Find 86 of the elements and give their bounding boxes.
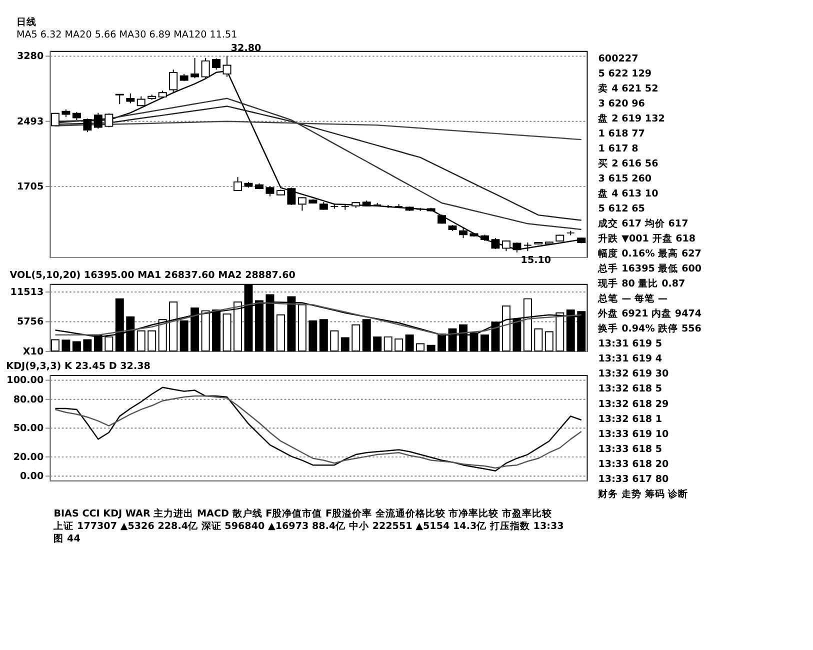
text: 盘 2 619 132 — [597, 112, 665, 124]
chart-title: VOL(5,10,20) 16395.00 MA1 26837.60 MA2 28887.60 — [10, 270, 296, 282]
text: 13:32 618 5 — [598, 384, 662, 395]
text: 财务 走势 筹码 诊断 — [597, 488, 688, 500]
bar — [148, 330, 156, 352]
caption: 图 44 — [54, 533, 81, 544]
bar — [340, 337, 350, 352]
text: 上证 177307 ▲5326 228.4亿 深证 596840 ▲16973 88.4亿 中小 222551 ▲5154 14.3亿 打压指数 13:33 — [52, 520, 564, 532]
y-tick-label: 50.00 — [13, 423, 44, 434]
bar — [534, 328, 543, 352]
text: 13:33 619 10 — [598, 428, 670, 440]
bar — [72, 341, 81, 352]
text: 13:33 618 20 — [598, 458, 670, 470]
bar — [405, 334, 414, 352]
text: 1 618 77 — [598, 128, 645, 140]
y-tick-label: 20.00 — [13, 452, 44, 463]
text: 13:31 619 5 — [598, 338, 662, 350]
text: 13:32 619 30 — [598, 368, 670, 380]
text: 3 615 260 — [598, 173, 652, 184]
y-tick-label: 1705 — [16, 182, 44, 193]
bar — [83, 339, 92, 352]
annotation: 15.10 — [520, 255, 552, 266]
bar — [544, 331, 554, 352]
bar — [330, 330, 339, 352]
text: 13:32 618 1 — [598, 414, 662, 425]
candlestick — [136, 96, 146, 107]
y-tick-label: 100.00 — [6, 375, 44, 386]
candlestick — [94, 112, 102, 130]
chart-title: KDJ(9,3,3) K 23.45 D 32.38 — [6, 361, 151, 372]
bar — [308, 320, 318, 352]
candlestick — [212, 58, 221, 70]
text: 1 617 8 — [598, 143, 639, 154]
candlestick — [298, 196, 306, 212]
bar — [136, 330, 146, 352]
bar — [362, 319, 371, 352]
text: 买 2 616 56 — [598, 157, 659, 170]
text: 5 622 129 — [598, 68, 652, 80]
y-tick-label: 80.00 — [13, 394, 44, 406]
y-tick-label: 5756 — [16, 316, 44, 328]
text: 13:33 618 5 — [598, 444, 662, 455]
bar — [276, 314, 285, 352]
y-tick-label: 3280 — [16, 51, 44, 62]
text: 总手 16395 最低 600 — [597, 262, 702, 275]
bar — [62, 340, 70, 352]
candlestick — [83, 118, 92, 133]
candlestick — [115, 94, 124, 105]
text: BIAS CCI KDJ WAR 主力进出 MACD 散户线 F股净值市值 F股溢价率 全流通价格比较 市净率比较 市盈率比较 — [54, 507, 554, 520]
text: 5 612 65 — [598, 203, 645, 214]
bar — [373, 336, 382, 352]
y-tick-label: 11513 — [10, 286, 44, 298]
bar — [394, 338, 404, 352]
chart-title: 日线 — [16, 16, 36, 28]
bar — [222, 314, 232, 352]
y-tick-label: 0.00 — [20, 470, 44, 482]
candlestick — [287, 187, 296, 206]
text: 13:31 619 4 — [598, 354, 662, 365]
bar — [319, 319, 328, 352]
text: 卖 4 621 52 — [598, 82, 658, 94]
bar — [352, 324, 360, 352]
text: 总笔 — 每笔 — — [597, 292, 668, 305]
text: 13:32 618 29 — [598, 398, 670, 410]
text: 升跌 ▼001 开盘 618 — [597, 232, 696, 245]
candlestick — [126, 92, 135, 104]
y-tick-label: 2493 — [16, 116, 44, 128]
bar — [480, 334, 489, 352]
text: 换手 0.94% 跌停 556 — [597, 322, 702, 335]
text: 13:33 617 80 — [598, 474, 670, 485]
candlestick — [104, 112, 114, 128]
text: 幅度 0.16% 最高 627 — [598, 248, 702, 260]
bar — [50, 339, 60, 352]
text: 现手 80 量比 0.87 — [597, 278, 686, 290]
y-tick-label: X10 — [22, 346, 44, 358]
bar — [426, 344, 436, 352]
text: 外盘 6921 内盘 9474 — [597, 308, 702, 320]
chart-subtitle: MA5 6.32 MA20 5.66 MA30 6.89 MA120 11.51 — [16, 30, 238, 41]
text: 600227 — [598, 53, 638, 64]
candlestick — [190, 58, 200, 79]
annotation: 32.80 — [230, 43, 262, 54]
text: 成交 617 均价 617 — [597, 218, 688, 230]
candlestick — [459, 228, 468, 239]
candlestick — [266, 186, 274, 197]
text: 盘 4 613 10 — [597, 187, 659, 200]
bar — [416, 343, 425, 352]
bar — [384, 336, 392, 352]
candlestick — [234, 176, 242, 192]
text: 3 620 96 — [598, 98, 646, 110]
